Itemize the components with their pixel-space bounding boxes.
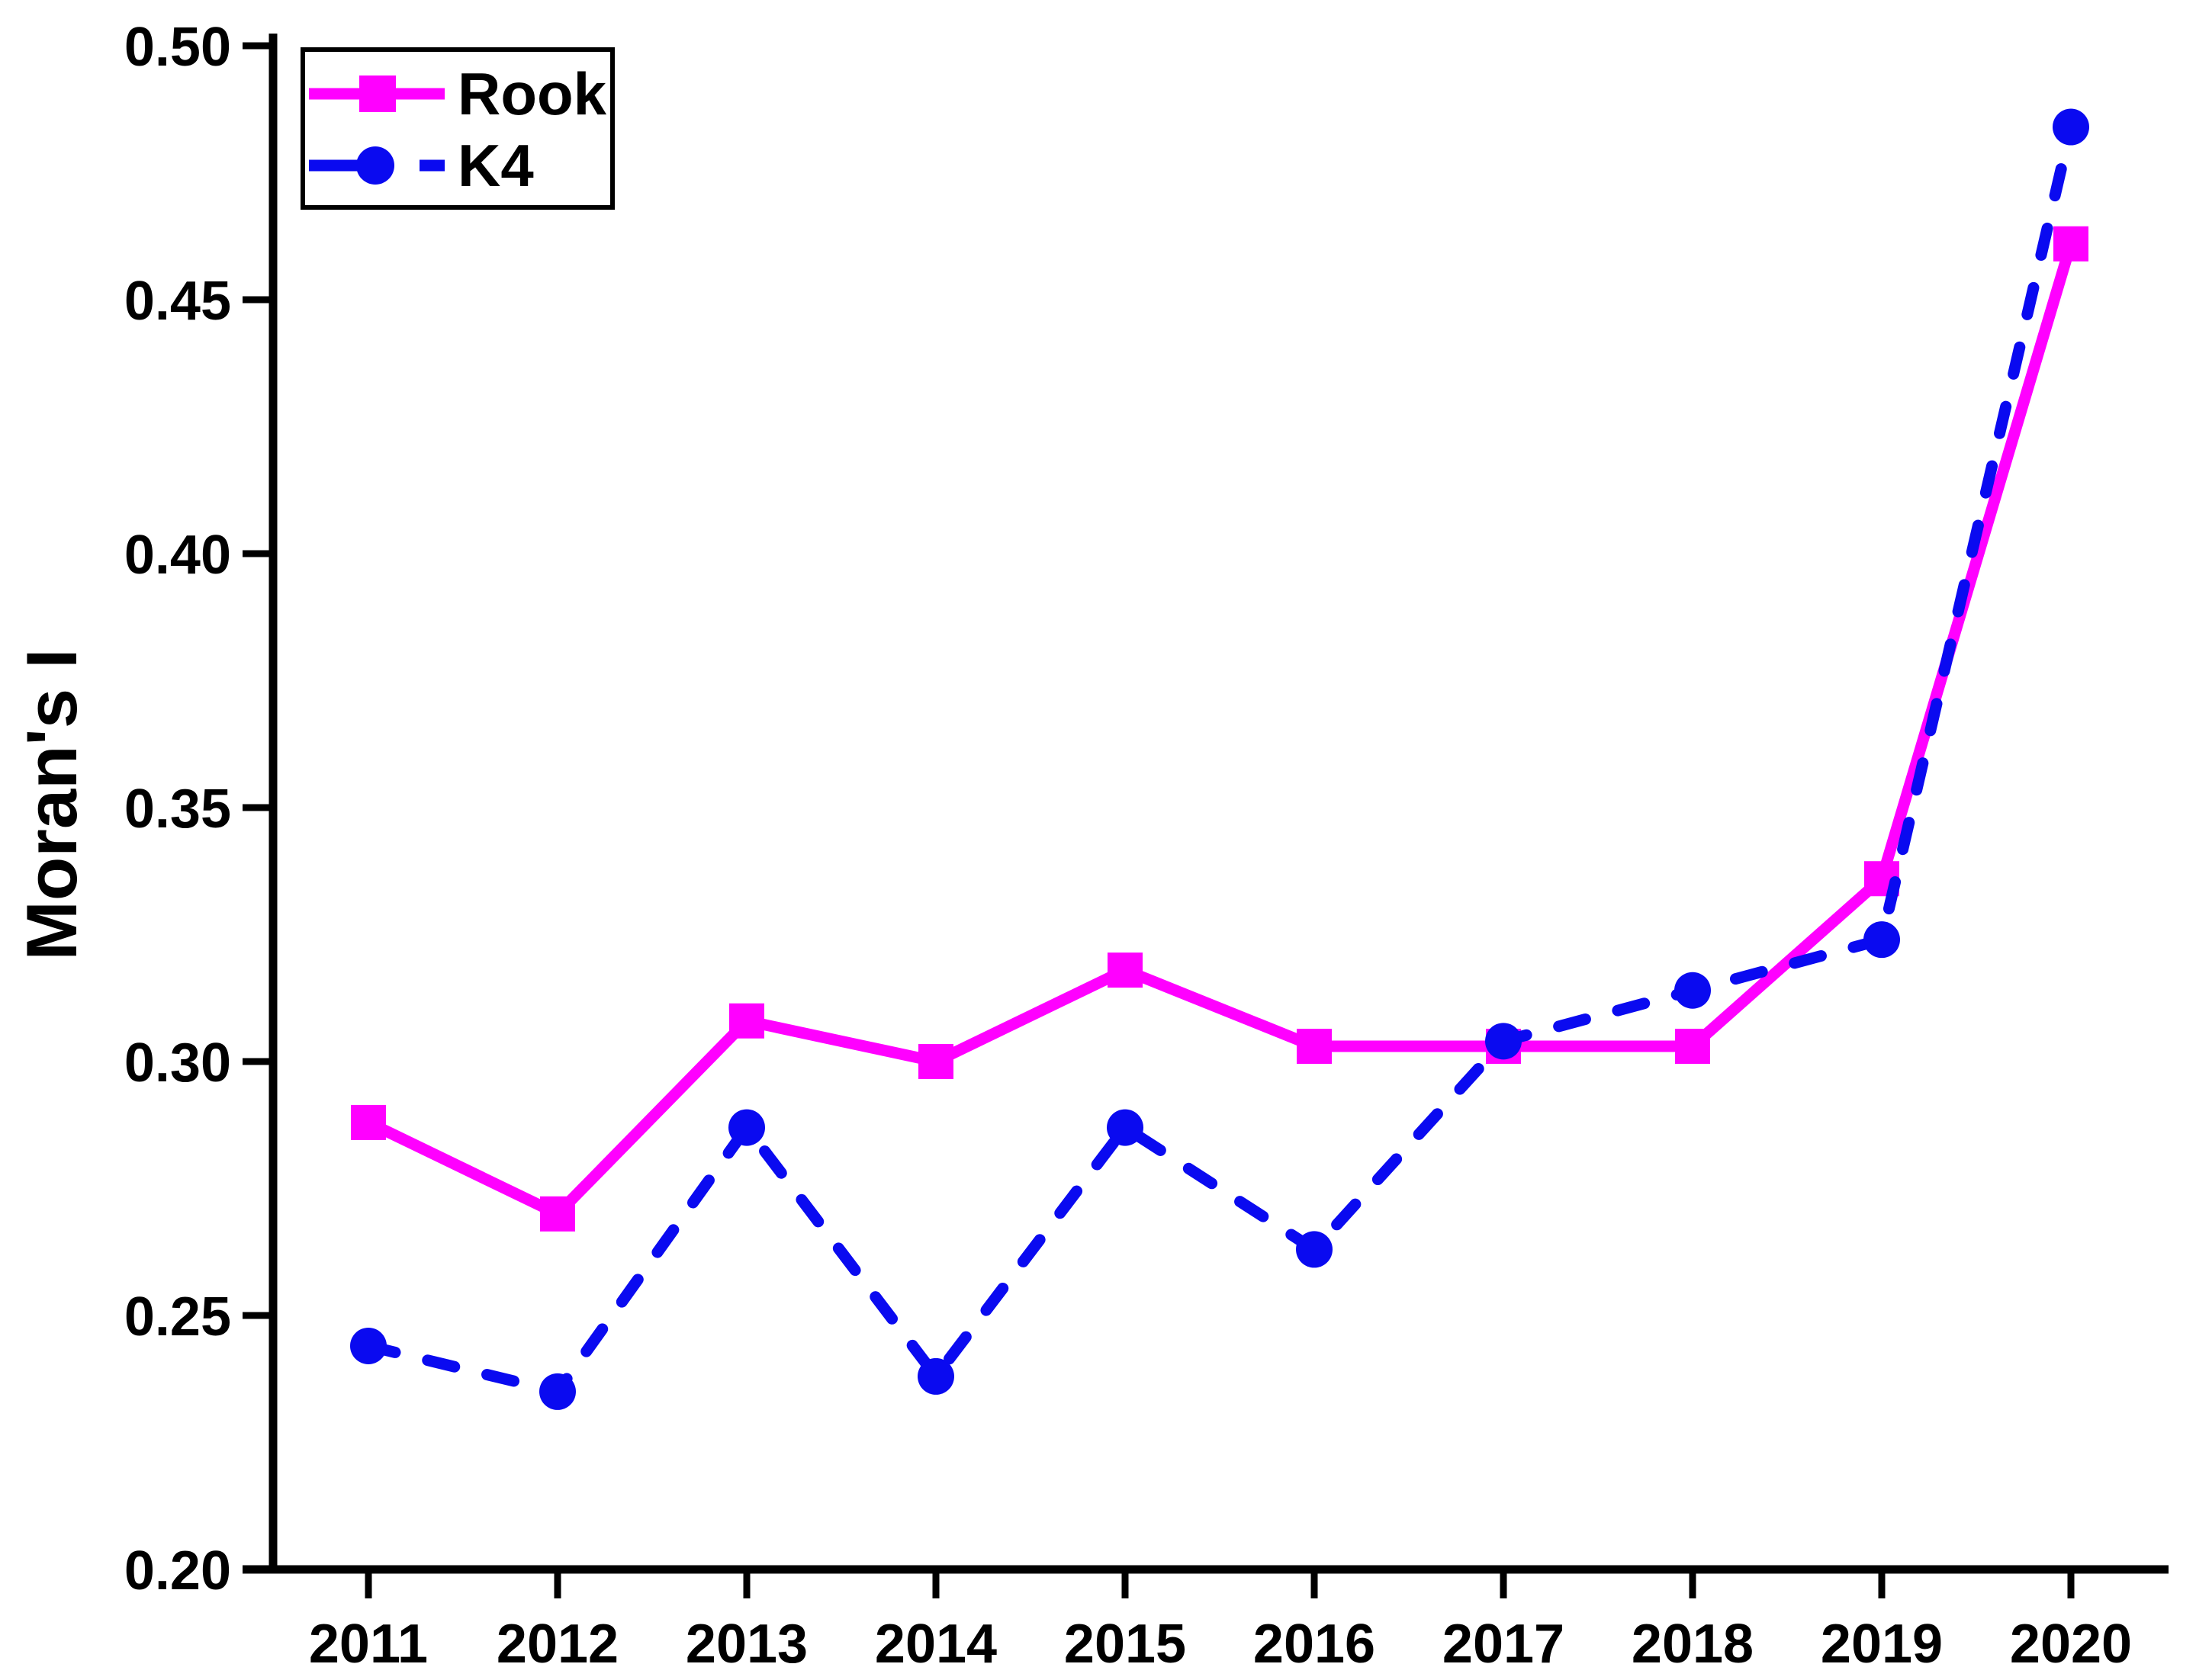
y-tick-label: 0.50 [124,17,231,78]
rook-marker [2053,226,2088,262]
legend: Rook K4 [301,47,615,210]
k4-marker [1296,1231,1333,1268]
rook-marker [1675,1029,1710,1065]
x-tick-label: 2015 [1064,1614,1186,1675]
legend-label-rook: Rook [458,60,607,127]
x-tick-label: 2011 [309,1614,428,1675]
rook-marker [918,1044,953,1079]
legend-label-k4: K4 [458,132,534,199]
k4-marker [2053,108,2089,146]
k4-marker [1674,972,1711,1009]
x-tick-label: 2017 [1442,1614,1564,1675]
axes-layer: 0.50 0.45 0.40 0.35 0.30 0.25 0.20 2011 2012 2013… [124,17,2169,1675]
x-tick-label: 2016 [1253,1614,1375,1675]
y-axis-title: Moran's I [11,649,92,961]
rook-marker [1297,1029,1332,1065]
x-tick-label: 2013 [686,1614,808,1675]
k4-marker [918,1357,954,1395]
legend-item-k4: K4 [309,132,534,199]
x-tick-label: 2020 [2010,1614,2132,1675]
series-layer [350,108,2089,1410]
rook-marker [540,1196,575,1232]
rook-line [365,242,2077,1220]
k4-marker [350,1327,387,1364]
legend-box [301,47,615,210]
rook-marker [729,1003,764,1039]
y-tick-label: 0.40 [124,525,231,586]
k4-marker [1107,1109,1143,1146]
k4-line [362,121,2077,1398]
k4-circle-marker-icon [356,146,394,185]
rook-marker [1108,952,1143,988]
y-tick-label: 0.45 [124,271,231,332]
y-tick-label: 0.30 [124,1033,231,1094]
k4-marker [1863,921,1900,959]
rook-marker [351,1104,386,1140]
y-tick-label: 0.25 [124,1287,231,1348]
y-tick-label: 0.20 [124,1540,231,1601]
x-tick-label: 2018 [1632,1614,1754,1675]
y-tick-label: 0.35 [124,779,231,840]
x-tick-label: 2019 [1821,1614,1943,1675]
rook-square-marker-icon [359,75,396,112]
legend-item-rook: Rook [309,60,607,127]
k4-marker [539,1373,576,1410]
x-tick-label: 2012 [497,1614,619,1675]
k4-marker [1485,1023,1522,1060]
k4-marker [728,1109,765,1146]
x-tick-label: 2014 [875,1614,997,1675]
